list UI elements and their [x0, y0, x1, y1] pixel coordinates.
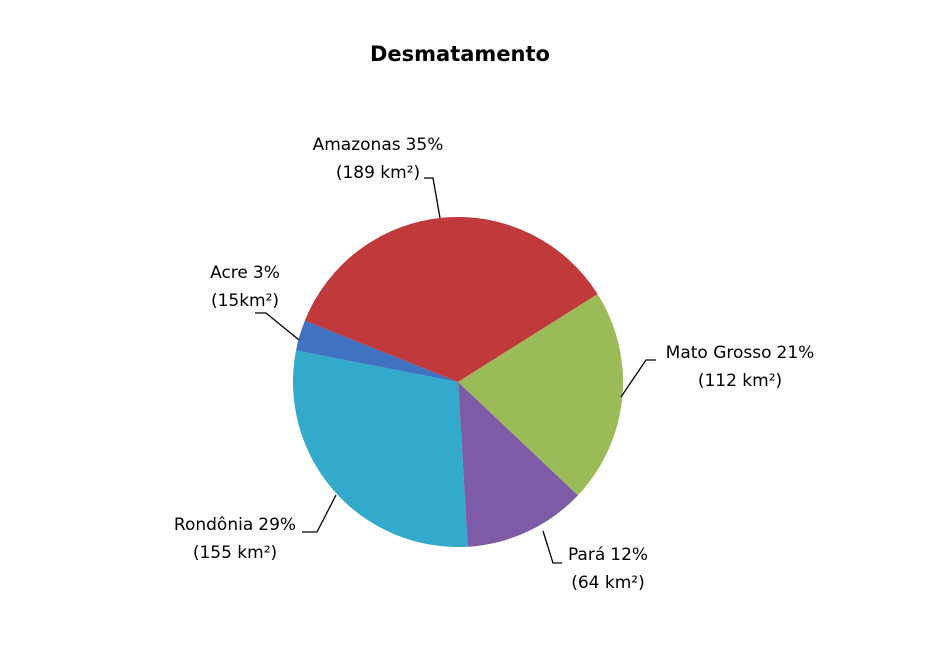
area-label: (189 km²): [336, 163, 420, 183]
value-label: 3%: [253, 263, 280, 283]
leader-line: [620, 359, 656, 398]
pie-slice: [458, 294, 623, 496]
category-label: Amazonas: [313, 135, 401, 155]
data-label: Amazonas 35%: [313, 135, 444, 155]
value-label: 29%: [258, 515, 296, 535]
area-label: (15km²): [211, 291, 279, 311]
data-label: Rondônia 29%: [174, 515, 296, 535]
category-label: Mato Grosso: [666, 343, 772, 363]
value-label: 21%: [777, 343, 815, 363]
category-label: Pará: [568, 545, 605, 565]
area-label: (112 km²): [698, 371, 782, 391]
value-label: 12%: [610, 545, 648, 565]
data-label: Pará 12%: [568, 545, 648, 565]
leader-line: [424, 177, 441, 219]
pie-slice: [304, 217, 598, 382]
category-label: Acre: [210, 263, 248, 283]
data-label: Mato Grosso 21%: [666, 343, 815, 363]
data-label: Acre 3%: [210, 263, 280, 283]
area-label: (155 km²): [193, 543, 277, 563]
leader-line: [302, 494, 337, 533]
pie-slice: [458, 382, 578, 547]
pie-slice: [293, 350, 468, 548]
area-label: (64 km²): [571, 573, 645, 593]
leader-line: [255, 312, 300, 341]
chart-title: Desmatamento: [370, 42, 550, 66]
leader-line: [542, 530, 562, 564]
value-label: 35%: [406, 135, 444, 155]
pie-slice: [296, 320, 458, 382]
category-label: Rondônia: [174, 515, 253, 535]
